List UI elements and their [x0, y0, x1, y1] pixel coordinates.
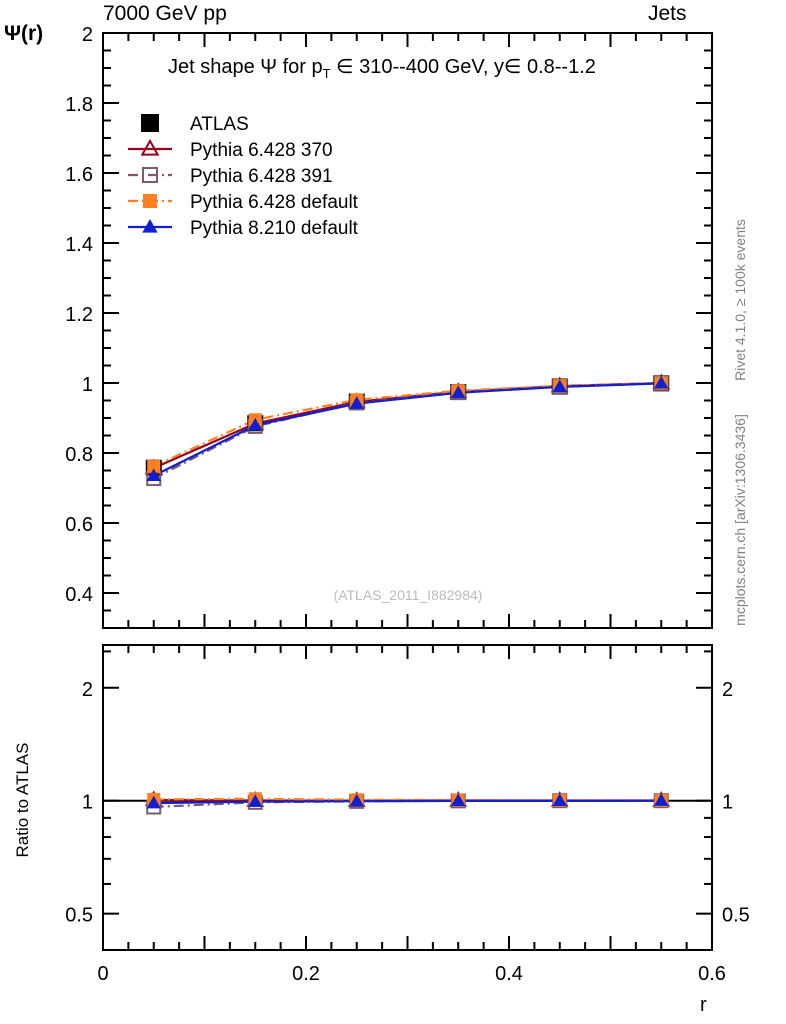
- series-ratio-marker: [349, 793, 364, 807]
- series-ratio-marker: [248, 794, 263, 807]
- plot-title-part-b: for p: [277, 56, 323, 78]
- series-data-marker: [654, 375, 669, 389]
- main-y-tick-label: 0.4: [65, 584, 93, 606]
- ratio-panel-y-tick-labels-right: 210.5: [722, 679, 750, 927]
- series-ratio-marker: [451, 793, 466, 807]
- series-line: [153, 382, 662, 477]
- plot-title-part-c: ∈ 310--400 GeV, y∈ 0.8--1.2: [330, 56, 596, 78]
- legend-item[interactable]: ATLAS: [141, 114, 249, 135]
- series-data-marker: [147, 459, 161, 473]
- plot-title-part-a: Jet shape: [168, 56, 261, 78]
- main-panel-ticks: [102, 32, 713, 629]
- ratio-y-tick-label-right: 0.5: [722, 905, 750, 927]
- series-data-marker: [552, 379, 567, 393]
- series-ratio-line: [153, 799, 662, 805]
- main-y-tick-label: 0.6: [65, 514, 93, 536]
- ratio-panel-frame: [102, 644, 713, 951]
- series-ratio-marker: [654, 793, 669, 806]
- ratio-y-tick-label: 2: [82, 679, 93, 701]
- header-right-label: Jets: [648, 2, 687, 25]
- x-tick-label: 0: [97, 963, 108, 985]
- legend-item[interactable]: Pythia 8.210 default: [128, 218, 359, 239]
- plot-title-subscript: T: [322, 66, 331, 81]
- legend-marker-square-open: [142, 167, 158, 183]
- legend-item[interactable]: Pythia 6.428 370: [128, 138, 333, 161]
- legend-marker-triangle-filled: [142, 218, 158, 233]
- ratio-panel-data: [144, 790, 671, 815]
- legend-marker-square-filled: [143, 194, 157, 208]
- legend-marker-square-filled: [141, 114, 159, 132]
- series-ratio-marker: [146, 795, 161, 809]
- main-y-tick-label: 0.8: [65, 444, 93, 466]
- legend-marker-triangle-open: [140, 138, 160, 156]
- series-data-marker: [451, 385, 466, 398]
- legend-item[interactable]: Pythia 6.428 default: [128, 192, 359, 213]
- legend: ATLAS Pythia 6.428 370 Pythia 6.428 391 Pyt…: [128, 114, 359, 239]
- series-data-marker: [248, 417, 263, 431]
- ratio-y-tick-label: 1: [82, 792, 93, 814]
- side-label-mcplots: mcplots.cern.ch [arXiv:1306.3436]: [732, 414, 748, 626]
- x-tick-label: 0.4: [495, 963, 523, 985]
- legend-item[interactable]: Pythia 6.428 391: [128, 166, 333, 187]
- main-panel-y-tick-labels: 2 1.8 1.6 1.4 1.2 1 0.8 0.6 0.4: [65, 24, 93, 606]
- x-tick-label: 0.2: [292, 963, 320, 985]
- legend-label: Pythia 6.428 default: [190, 192, 359, 213]
- main-y-tick-label: 1.4: [65, 234, 93, 256]
- ratio-y-tick-label-right: 1: [722, 792, 733, 814]
- main-y-axis-label: Ψ(r): [4, 22, 44, 45]
- ratio-panel-ticks: [102, 645, 713, 951]
- side-label-rivet: Rivet 4.1.0, ≥ 100k events: [732, 219, 748, 381]
- x-axis-label: r: [700, 994, 707, 1016]
- header-left-label: 7000 GeV pp: [103, 2, 227, 25]
- x-axis-tick-labels: 0 0.2 0.4 0.6: [97, 963, 725, 985]
- legend-label: Pythia 6.428 370: [190, 140, 333, 161]
- ratio-y-tick-label: 0.5: [65, 905, 93, 927]
- main-y-tick-label: 2: [82, 24, 93, 46]
- series-line: [153, 381, 662, 468]
- main-y-tick-label: 1.2: [65, 304, 93, 326]
- plot-title: Jet shape Ψ for pT ∈ 310--400 GeV, y∈ 0.…: [168, 54, 596, 81]
- x-tick-label: 0.6: [698, 963, 726, 985]
- main-y-tick-label: 1: [82, 374, 93, 396]
- main-panel-data: [144, 373, 671, 487]
- legend-label: Pythia 8.210 default: [190, 218, 359, 239]
- main-y-tick-label: 1.8: [65, 94, 93, 116]
- ratio-y-axis-label: Ratio to ATLAS: [13, 743, 32, 858]
- plot-title-psi: Ψ: [260, 56, 278, 78]
- ratio-y-tick-label-right: 2: [722, 679, 733, 701]
- legend-label: ATLAS: [190, 114, 249, 135]
- main-y-tick-label: 1.6: [65, 164, 93, 186]
- analysis-watermark: (ATLAS_2011_I882984): [334, 587, 483, 603]
- series-ratio-marker: [552, 793, 567, 807]
- legend-label: Pythia 6.428 391: [190, 166, 333, 187]
- ratio-panel-y-tick-labels: 210.5: [65, 679, 93, 927]
- series-data-marker: [349, 396, 364, 409]
- series-data-marker: [146, 468, 161, 481]
